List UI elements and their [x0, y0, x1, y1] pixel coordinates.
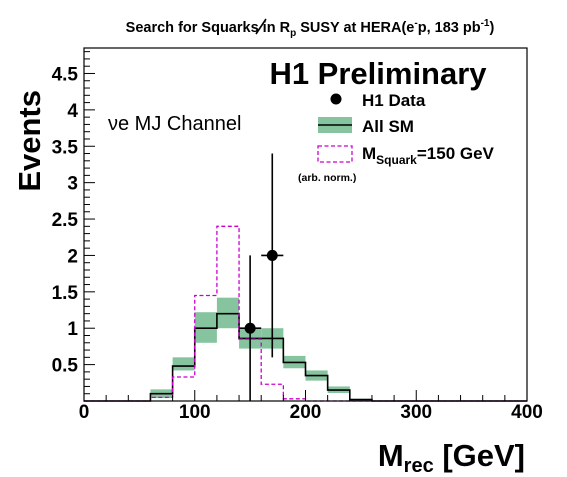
channel-label: νe MJ Channel [108, 113, 241, 135]
legend-sm-label: All SM [362, 117, 414, 136]
x-tick-label: 300 [400, 402, 432, 423]
y-tick-label: 1 [67, 319, 78, 340]
data-point [244, 322, 256, 334]
y-tick-label: 3 [67, 174, 78, 195]
x-tick-label: 100 [179, 402, 211, 423]
signal-histogram-line [84, 225, 527, 402]
legend-data-label: H1 Data [362, 91, 426, 110]
h1-preliminary-label: H1 Preliminary [269, 56, 487, 91]
x-axis-title: Mrec [GeV] [378, 438, 525, 477]
legend-signal-label: MSquark=150 GeV [362, 144, 495, 167]
x-axis-ticks: 0 100 200 300 400 [79, 390, 543, 423]
plot-frame [83, 47, 528, 402]
y-tick-label: 2.5 [52, 210, 79, 231]
y-axis-title: Events [12, 90, 47, 192]
legend-signal-swatch [317, 145, 353, 163]
data-points [239, 153, 284, 401]
legend: H1 Data All SM MSquark=150 GeV (arb. nor… [298, 91, 495, 184]
legend-data-marker [330, 93, 342, 105]
y-tick-label: 4 [67, 101, 78, 122]
y-axis-ticks: 0.5 1 1.5 2 2.5 3 3.5 4 4.5 [52, 51, 95, 395]
chart-title: Search for Squarks in Rp SUSY at HERA(e-… [126, 18, 495, 39]
y-tick-label: 0.5 [52, 356, 79, 377]
y-tick-label: 4.5 [52, 64, 79, 85]
y-tick-label: 1.5 [52, 283, 79, 304]
sm-band-bin [172, 357, 195, 371]
data-point [266, 249, 278, 261]
rp-slash-mark [255, 18, 267, 35]
x-tick-label: 200 [290, 402, 322, 423]
legend-signal-note: (arb. norm.) [298, 172, 356, 184]
x-tick-label: 0 [79, 402, 90, 423]
x-tick-label: 400 [511, 402, 543, 423]
y-tick-label: 3.5 [52, 137, 79, 158]
y-tick-label: 2 [67, 246, 78, 267]
